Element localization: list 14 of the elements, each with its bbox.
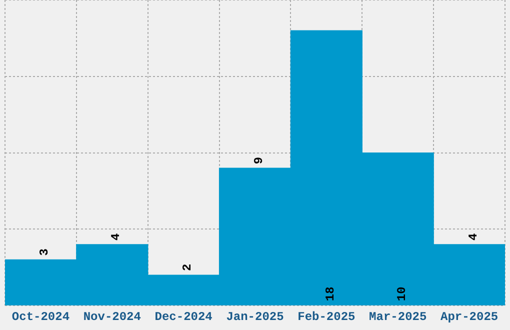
x-tick-label: Feb-2025: [298, 310, 356, 324]
x-tick-label: Apr-2025: [440, 310, 498, 324]
x-tick-label: Nov-2024: [83, 310, 141, 324]
data-label: 4: [466, 233, 480, 240]
x-tick-label: Jan-2025: [226, 310, 284, 324]
data-label: 3: [38, 248, 52, 256]
data-label: 18: [323, 286, 338, 302]
x-tick-label: Dec-2024: [154, 310, 212, 324]
data-label: 4: [109, 233, 124, 240]
x-tick-label: Mar-2025: [369, 310, 427, 324]
x-tick-label: Oct-2024: [12, 310, 70, 324]
data-label: 9: [252, 156, 266, 164]
data-label: 10: [394, 286, 409, 302]
data-label: 2: [180, 264, 195, 272]
